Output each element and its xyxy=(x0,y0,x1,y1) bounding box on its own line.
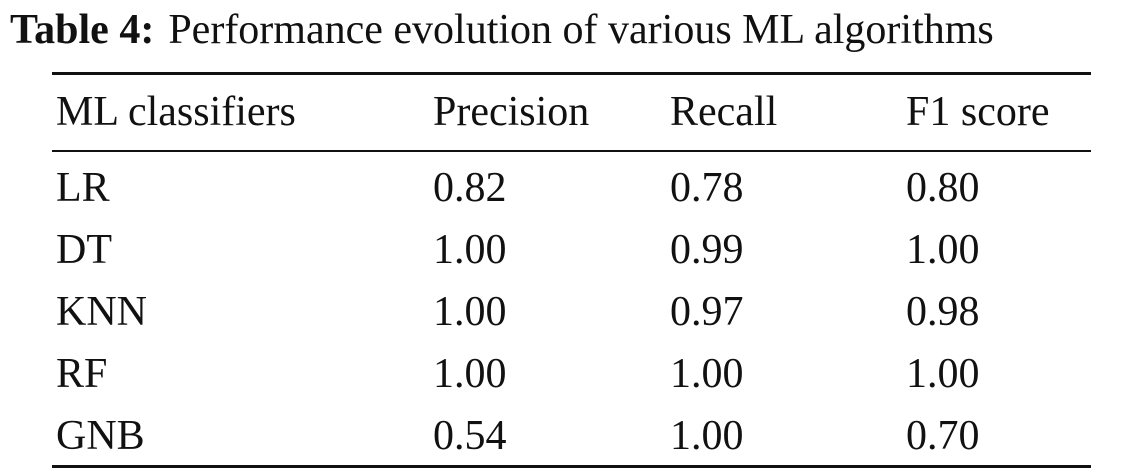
table-caption: Table 4: Performance evolution of various… xyxy=(10,6,1140,54)
row-rf-precision: 1.00 xyxy=(433,351,507,397)
row-lr-classifier: LR xyxy=(56,165,110,211)
row-dt-classifier: DT xyxy=(56,227,112,273)
row-lr-recall: 0.78 xyxy=(670,165,744,211)
row-dt-recall: 0.99 xyxy=(670,227,744,273)
table-header-rule xyxy=(52,150,1091,152)
row-rf-recall: 1.00 xyxy=(670,351,744,397)
row-lr-f1-score: 0.80 xyxy=(906,165,980,211)
row-dt-precision: 1.00 xyxy=(433,227,507,273)
row-gnb-precision: 0.54 xyxy=(433,413,507,459)
table-top-rule xyxy=(52,72,1091,75)
table-caption-text: Performance evolution of various ML algo… xyxy=(168,7,994,53)
header-recall: Recall xyxy=(670,89,778,135)
row-gnb-classifier: GNB xyxy=(56,413,145,459)
table-caption-label: Table 4: xyxy=(10,7,155,53)
row-lr-precision: 0.82 xyxy=(433,165,507,211)
row-gnb-recall: 1.00 xyxy=(670,413,744,459)
header-precision: Precision xyxy=(433,89,590,135)
row-knn-recall: 0.97 xyxy=(670,289,744,335)
row-knn-classifier: KNN xyxy=(56,289,147,335)
header-f1-score: F1 score xyxy=(906,89,1050,135)
row-rf-f1-score: 1.00 xyxy=(906,351,980,397)
row-knn-f1-score: 0.98 xyxy=(906,289,980,335)
row-knn-precision: 1.00 xyxy=(433,289,507,335)
row-gnb-f1-score: 0.70 xyxy=(906,413,980,459)
table-bottom-rule xyxy=(52,465,1091,468)
row-rf-classifier: RF xyxy=(56,351,108,397)
header-ml-classifiers: ML classifiers xyxy=(56,89,296,135)
row-dt-f1-score: 1.00 xyxy=(906,227,980,273)
